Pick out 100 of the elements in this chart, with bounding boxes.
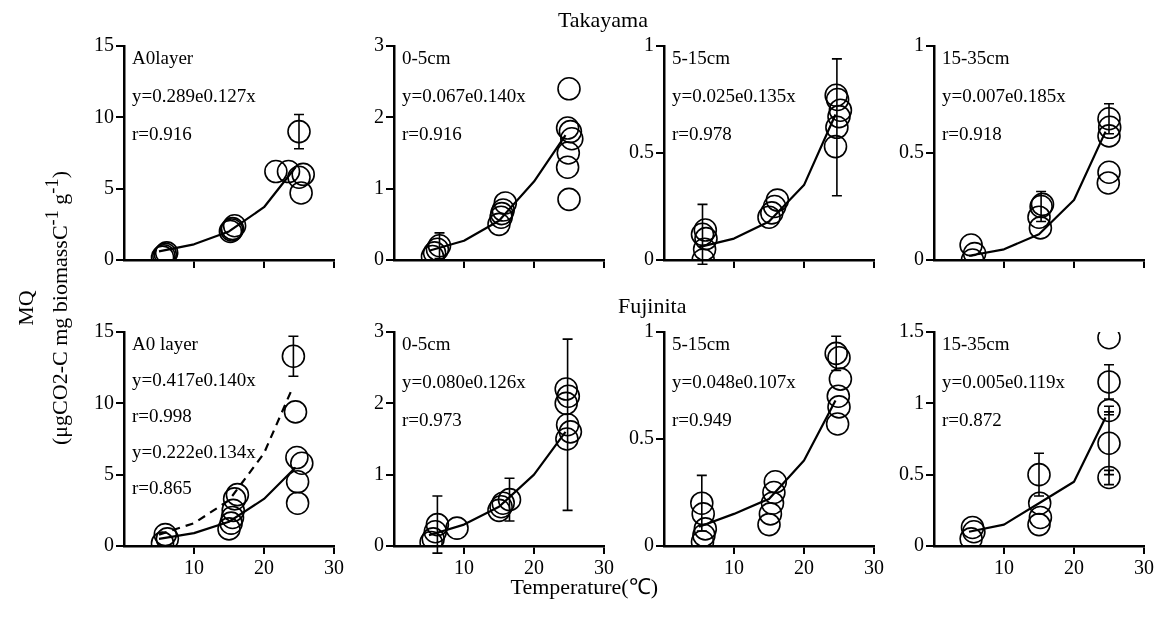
y-tick-label: 5 xyxy=(104,175,114,198)
annotation: r=0.916 xyxy=(132,123,192,145)
x-tick-label: 10 xyxy=(724,556,744,579)
annotation: 15-35cm xyxy=(942,333,1010,355)
point xyxy=(959,233,983,257)
point xyxy=(287,119,311,144)
point xyxy=(1096,171,1121,195)
point xyxy=(825,412,850,436)
y-tick-label: 0 xyxy=(644,533,654,556)
point xyxy=(826,384,851,408)
point xyxy=(762,480,786,505)
point xyxy=(1097,370,1121,394)
point xyxy=(1097,398,1121,423)
annotation: A0layer xyxy=(132,47,194,69)
y-tick-label: 1 xyxy=(644,319,654,342)
point xyxy=(1097,124,1121,148)
y-tick-label: 0 xyxy=(104,533,114,556)
chart-title: Fujinita xyxy=(618,293,687,318)
point xyxy=(1097,160,1121,185)
point xyxy=(1097,465,1121,490)
annotation: r=0.865 xyxy=(132,477,192,499)
y-tick-label: 10 xyxy=(94,104,114,127)
point xyxy=(555,412,580,437)
annotation: r=0.998 xyxy=(132,405,192,427)
point xyxy=(757,512,781,537)
annotation: r=0.872 xyxy=(942,409,1002,431)
point xyxy=(823,134,848,159)
point xyxy=(758,502,783,526)
point xyxy=(276,159,301,184)
point xyxy=(1027,462,1051,487)
point xyxy=(264,159,288,184)
point xyxy=(557,77,581,101)
y-tick-label: 3 xyxy=(374,319,384,342)
point xyxy=(225,482,250,507)
point xyxy=(762,194,787,219)
annotation: 5-15cm xyxy=(672,47,731,69)
point xyxy=(217,517,241,541)
y-tick-label: 0 xyxy=(374,533,384,556)
annotation: 0-5cm xyxy=(402,47,451,69)
annotation: y=0.222e0.134x xyxy=(132,441,257,463)
y-tick-label: 1 xyxy=(914,390,924,413)
point xyxy=(1028,216,1053,240)
point xyxy=(692,523,716,546)
annotation: y=0.025e0.135x xyxy=(672,85,797,107)
point xyxy=(760,491,785,515)
point xyxy=(828,367,853,391)
x-tick-label: 20 xyxy=(254,556,274,579)
y-tick-label: 0.5 xyxy=(899,461,924,484)
annotation: 15-35cm xyxy=(942,47,1010,69)
annotation: r=0.973 xyxy=(402,409,462,431)
point xyxy=(285,491,310,515)
point xyxy=(554,391,578,416)
point xyxy=(825,115,849,140)
x-tick-label: 20 xyxy=(1064,556,1084,579)
y-tick-label: 2 xyxy=(374,390,384,413)
point xyxy=(693,218,718,242)
point xyxy=(219,511,243,535)
x-tick-label: 30 xyxy=(324,556,344,579)
point xyxy=(487,212,511,237)
point xyxy=(763,470,788,494)
y-tick-label: 1 xyxy=(374,175,384,198)
x-tick-label: 30 xyxy=(864,556,884,579)
point xyxy=(827,395,851,419)
point xyxy=(221,498,245,523)
y-tick-label: 0.5 xyxy=(629,140,654,163)
annotation: y=0.289e0.127x xyxy=(132,85,257,107)
point xyxy=(1027,205,1051,229)
point xyxy=(556,141,581,165)
y-tick-label: 0.5 xyxy=(629,426,654,449)
y-tick-label: 5 xyxy=(104,461,114,484)
y-tick-label: 2 xyxy=(374,104,384,127)
point xyxy=(425,512,450,537)
point xyxy=(289,181,313,205)
point xyxy=(692,237,717,260)
point xyxy=(1097,115,1122,140)
annotation: y=0.067e0.140x xyxy=(402,85,527,107)
point xyxy=(554,377,578,401)
point xyxy=(153,522,178,546)
point xyxy=(1097,431,1121,456)
y-tick-label: 0.5 xyxy=(899,140,924,163)
point xyxy=(1027,512,1051,537)
x-tick-label: 30 xyxy=(1134,556,1154,579)
y-tick-label: 0 xyxy=(914,533,924,556)
y-tick-label: 15 xyxy=(94,33,114,56)
y-tick-label: 0 xyxy=(104,247,114,270)
y-tick-label: 15 xyxy=(94,319,114,342)
point xyxy=(555,427,579,451)
y-tick-label: 0 xyxy=(914,247,924,270)
point xyxy=(220,505,245,530)
y-tick-label: 1 xyxy=(914,33,924,56)
point xyxy=(285,470,310,494)
point xyxy=(828,98,853,122)
point xyxy=(765,188,790,212)
annotation: y=0.417e0.140x xyxy=(132,369,257,391)
annotation: y=0.005e0.119x xyxy=(942,371,1066,393)
annotation: 0-5cm xyxy=(402,333,451,355)
annotation: r=0.916 xyxy=(402,123,462,145)
point xyxy=(827,104,851,129)
point xyxy=(1027,491,1052,515)
annotation: r=0.978 xyxy=(672,123,732,145)
